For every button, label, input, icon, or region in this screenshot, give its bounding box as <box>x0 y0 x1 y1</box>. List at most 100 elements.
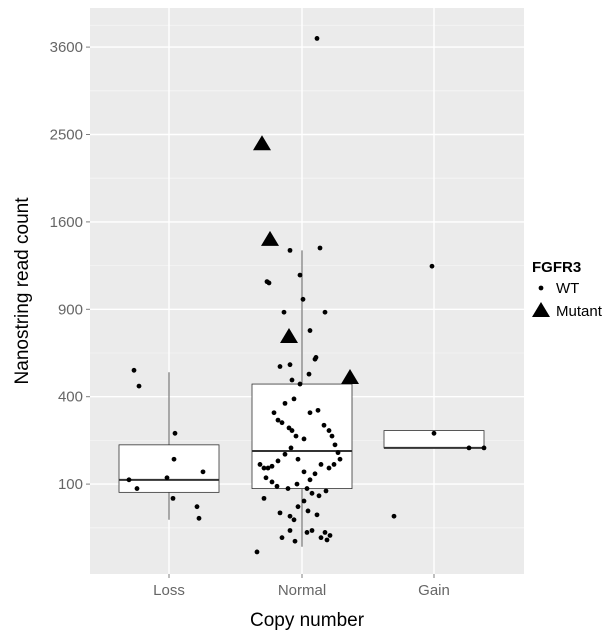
data-point-wt <box>431 430 437 436</box>
data-point-wt <box>429 263 435 269</box>
data-point-wt <box>323 488 329 494</box>
data-point-wt <box>307 328 313 333</box>
data-point-wt <box>170 495 176 501</box>
data-point-wt <box>301 498 307 504</box>
data-point-wt <box>263 475 269 481</box>
data-point-wt <box>261 465 267 471</box>
data-point-wt <box>324 537 330 543</box>
y-tick-label: 900 <box>58 301 83 318</box>
legend-key-wt-dot <box>538 285 544 291</box>
data-point-wt <box>307 410 313 416</box>
data-point-wt <box>321 422 327 428</box>
data-point-wt <box>282 400 288 406</box>
data-point-wt <box>292 538 298 544</box>
legend-key-mutant-triangle <box>532 302 550 317</box>
data-point-wt <box>314 512 320 518</box>
y-axis-title: Nanostring read count <box>12 197 33 385</box>
data-point-wt <box>277 510 283 516</box>
data-point-wt <box>329 433 335 439</box>
data-point-wt <box>306 371 312 377</box>
data-point-mutant <box>280 327 298 343</box>
data-point-wt <box>326 465 332 471</box>
data-point-wt <box>327 533 333 538</box>
legend-label-mutant: Mutant <box>556 303 603 320</box>
data-point-wt <box>287 362 293 368</box>
data-point-wt <box>335 450 341 456</box>
y-tick-label: 400 <box>58 389 83 406</box>
data-point-wt <box>254 549 260 555</box>
data-point-wt <box>304 530 310 535</box>
x-tick-label: Gain <box>418 582 450 599</box>
data-point-wt <box>289 377 295 383</box>
data-point-wt <box>275 458 281 464</box>
data-point-wt <box>331 462 337 467</box>
data-point-wt <box>265 465 271 471</box>
legend-title: FGFR3 <box>532 259 581 276</box>
data-point-wt <box>288 445 294 451</box>
data-point-wt <box>269 463 275 469</box>
data-point-wt <box>257 462 263 467</box>
x-tick-label: Normal <box>278 582 326 599</box>
data-point-wt <box>285 486 291 491</box>
data-point-wt <box>279 420 285 426</box>
data-point-wt <box>466 445 472 451</box>
data-point-wt <box>312 356 318 362</box>
data-point-wt <box>301 436 307 442</box>
data-point-wt <box>281 309 287 315</box>
data-point-wt <box>266 280 272 286</box>
data-point-wt <box>171 456 177 462</box>
data-point-wt <box>326 428 332 433</box>
data-point-wt <box>297 272 303 278</box>
data-point-wt <box>291 396 297 402</box>
data-point-wt <box>287 247 293 253</box>
data-point-wt <box>279 535 285 541</box>
data-point-mutant <box>341 369 359 385</box>
data-point-wt <box>322 309 328 315</box>
data-point-wt <box>317 245 323 251</box>
box-iqr <box>118 444 220 493</box>
data-point-wt <box>300 296 306 302</box>
data-point-mutant <box>261 230 279 246</box>
data-point-wt <box>304 486 310 491</box>
data-point-wt <box>136 383 142 389</box>
data-point-wt <box>322 530 328 535</box>
data-point-wt <box>194 504 200 510</box>
legend-label-wt: WT <box>556 280 579 297</box>
data-point-wt <box>200 469 206 475</box>
data-point-wt <box>293 433 299 439</box>
data-point-wt <box>274 483 280 489</box>
data-point-wt <box>275 417 281 423</box>
data-point-wt <box>131 367 137 373</box>
x-axis: Loss Normal Gain <box>153 574 450 599</box>
data-point-wt <box>295 504 301 510</box>
data-point-wt <box>391 513 397 519</box>
data-point-wt <box>481 445 487 451</box>
data-point-mutant <box>253 135 271 151</box>
data-point-wt <box>172 430 178 436</box>
data-point-wt <box>164 475 170 481</box>
data-point-wt <box>291 517 297 523</box>
data-point-wt <box>287 513 293 519</box>
y-tick-label: 1600 <box>50 214 83 231</box>
data-point-wt <box>126 477 132 483</box>
data-point-wt <box>297 381 303 387</box>
data-point-wt <box>289 428 295 433</box>
data-point-wt <box>307 477 313 483</box>
y-axis: 100 400 900 1600 2500 3600 <box>50 39 90 493</box>
data-point-wt <box>271 410 277 416</box>
data-points <box>126 36 487 555</box>
data-point-wt <box>305 508 311 514</box>
data-point-wt <box>196 515 202 521</box>
data-point-wt <box>282 451 288 457</box>
data-point-wt <box>337 456 343 462</box>
data-point-wt <box>312 471 318 477</box>
data-point-wt <box>314 36 320 41</box>
x-tick-label: Loss <box>153 582 185 599</box>
data-point-wt <box>277 364 283 369</box>
data-point-wt <box>318 535 324 541</box>
y-tick-label: 100 <box>58 476 83 493</box>
data-point-wt <box>261 495 267 501</box>
y-tick-label: 3600 <box>50 39 83 56</box>
data-point-wt <box>287 528 293 533</box>
